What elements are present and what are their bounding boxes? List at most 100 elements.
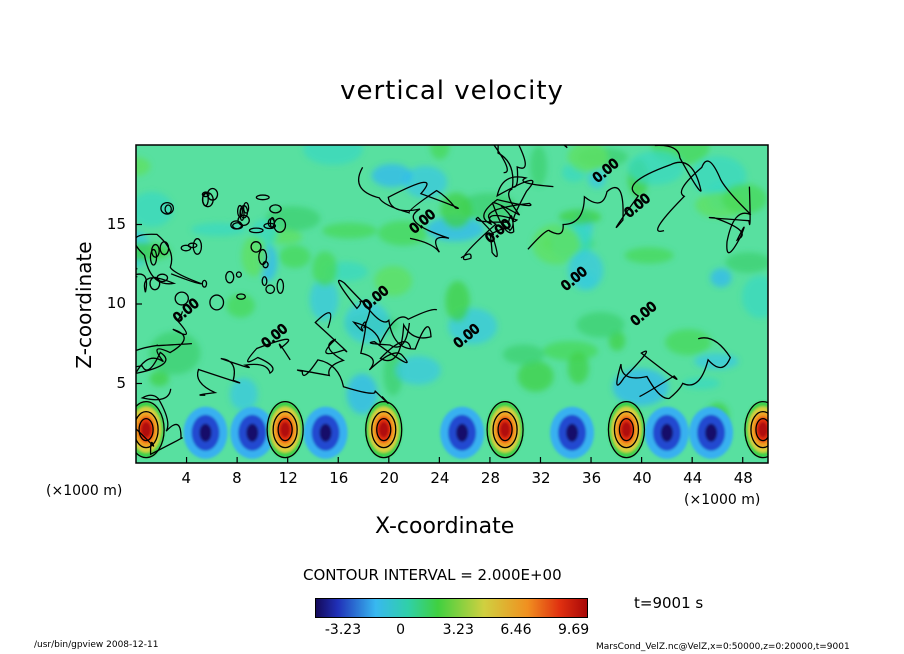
x-tick-label: 32	[531, 469, 551, 487]
updraft-contour	[486, 400, 524, 459]
x-tick-label: 48	[733, 469, 753, 487]
field-blob	[346, 373, 378, 415]
turbulent-contour	[174, 291, 189, 306]
field-blob	[374, 265, 413, 297]
updraft-contour	[136, 410, 159, 449]
updraft-core	[141, 421, 152, 438]
x-tick-label: 24	[430, 469, 450, 487]
turbulent-contour	[250, 241, 262, 253]
x-axis-label: X-coordinate	[375, 514, 515, 539]
updraft-contour	[744, 400, 768, 459]
x-tick-label: 4	[181, 469, 192, 487]
zero-contour-line	[136, 233, 203, 293]
downdraft-center	[199, 423, 212, 442]
field-blob	[682, 377, 720, 390]
footer-source: MarsCond_VelZ.nc@VelZ,x=0:50000,z=0:2000…	[596, 642, 850, 652]
turbulent-contour	[269, 204, 282, 214]
x-unit-right: (×1000 m)	[684, 492, 761, 508]
field-blob	[608, 330, 626, 351]
downdraft-center	[705, 423, 718, 442]
updraft-contour	[618, 417, 635, 442]
contour-interval-label: CONTOUR INTERVAL = 2.000E+00	[303, 566, 562, 584]
field-blob	[395, 356, 441, 385]
field-blob	[741, 275, 768, 319]
updraft-contour	[371, 410, 397, 449]
turbulent-contour	[149, 276, 161, 291]
turbulent-contour	[236, 293, 246, 300]
y-tick-label: 10	[106, 294, 126, 312]
turbulent-contour	[273, 217, 287, 233]
field-blob	[587, 167, 607, 189]
field-blob	[136, 242, 171, 261]
x-tick-label: 16	[329, 469, 349, 487]
x-tick-label: 40	[632, 469, 652, 487]
field-blob	[502, 344, 545, 365]
updraft-contour	[365, 400, 403, 459]
downdraft-center	[660, 423, 673, 442]
field-blob	[278, 245, 311, 268]
updraft-contour	[613, 410, 640, 449]
updraft-contour	[492, 410, 518, 449]
turbulent-contour	[265, 284, 276, 295]
y-tick-label: 15	[106, 214, 126, 233]
downdraft-center	[246, 423, 259, 442]
colorbar-tick-label: -3.23	[324, 622, 362, 638]
downdraft-center	[319, 423, 332, 442]
field-blob	[694, 353, 739, 370]
turbulent-contour	[192, 238, 203, 255]
x-tick-label: 20	[379, 469, 399, 487]
turbulent-contour	[201, 279, 208, 288]
field-blob	[567, 145, 608, 173]
field-blob	[567, 250, 604, 291]
zero-contour-line	[460, 176, 554, 261]
zero-contour-line	[527, 145, 702, 250]
field-blob	[612, 368, 669, 406]
updraft-contour	[376, 417, 392, 442]
updraft-core	[378, 421, 389, 438]
field-blob	[530, 145, 548, 187]
zero-contour-line	[136, 388, 183, 456]
colorbar-tick-label: 9.69	[557, 622, 590, 638]
turbulent-contour	[164, 204, 172, 215]
field-blob	[624, 247, 674, 264]
turbulent-contour	[261, 276, 268, 287]
updraft-contour	[272, 410, 298, 449]
turbulent-contour	[160, 201, 175, 215]
downdraft-center	[456, 423, 469, 442]
zero-contour-line	[197, 338, 291, 396]
turbulent-contour	[230, 220, 243, 230]
updraft-contour	[136, 400, 165, 459]
field-blob	[567, 351, 589, 384]
field-blob	[136, 157, 151, 176]
updraft-core	[621, 421, 632, 438]
turbulent-contour	[151, 243, 160, 258]
field-blob	[226, 293, 255, 318]
turbulent-contour	[202, 192, 209, 207]
x-tick-label: 12	[278, 469, 298, 487]
zero-contour-line	[136, 311, 192, 375]
updraft-contour	[266, 400, 304, 459]
zero-contour-line	[351, 308, 438, 371]
colorbar-tick-label: 0	[396, 622, 406, 638]
field-blob	[322, 222, 377, 239]
colorbar-tick-label: 6.46	[500, 622, 532, 638]
field-blob	[430, 145, 450, 160]
field-blob	[725, 252, 768, 273]
field-blob	[721, 183, 767, 214]
field-blob	[532, 224, 581, 265]
turbulent-contour	[248, 227, 264, 234]
updraft-contour	[497, 417, 513, 442]
updraft-core	[280, 421, 291, 438]
x-unit-left: (×1000 m)	[46, 483, 123, 499]
updraft-core	[757, 421, 768, 438]
turbulent-contour	[209, 294, 225, 311]
turbulent-contour	[242, 201, 250, 214]
field-blob	[576, 311, 625, 338]
field-blob	[136, 191, 174, 227]
turbulent-contour	[201, 191, 210, 198]
turbulent-contour	[258, 248, 268, 266]
field-blob	[371, 163, 413, 188]
turbulent-contour	[276, 278, 285, 294]
updraft-contour	[607, 400, 646, 459]
